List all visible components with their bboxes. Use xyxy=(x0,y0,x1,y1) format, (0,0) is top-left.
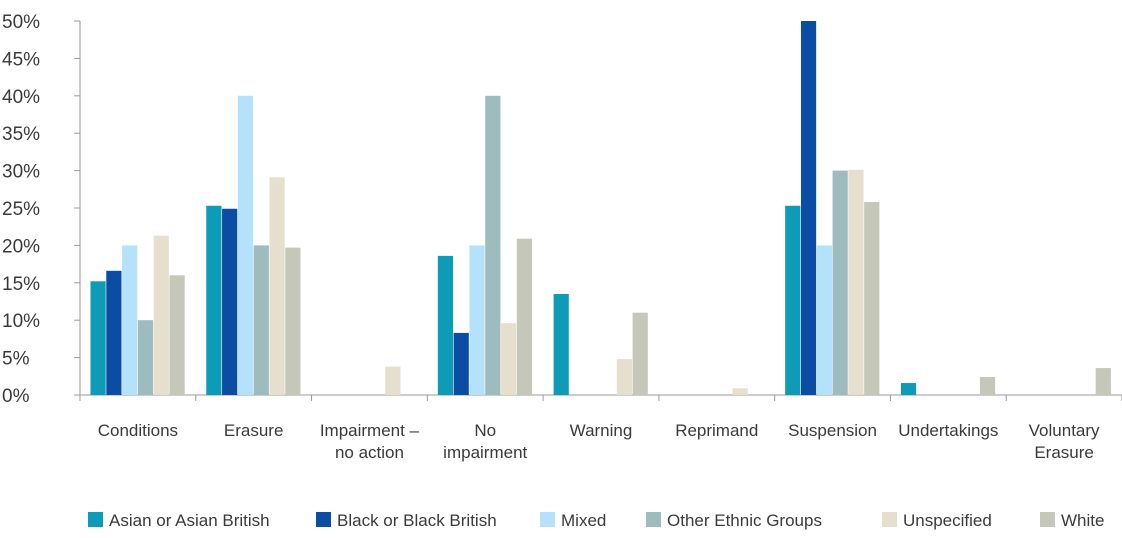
legend-item: Unspecified xyxy=(882,511,992,530)
bar xyxy=(453,332,469,395)
y-tick-label: 20% xyxy=(2,236,40,257)
category-label: Warning xyxy=(570,421,633,440)
category-label: Impairment – xyxy=(320,421,420,440)
bar xyxy=(485,95,501,396)
legend-item: Asian or Asian British xyxy=(88,511,270,530)
category-label: no action xyxy=(335,443,404,462)
bar xyxy=(979,377,996,395)
category-label: No xyxy=(474,421,496,440)
category-label: Reprimand xyxy=(675,421,758,440)
bar xyxy=(222,208,238,395)
legend-swatch xyxy=(882,512,897,527)
legend-swatch xyxy=(540,512,555,527)
category-label: Conditions xyxy=(98,421,178,440)
bar xyxy=(864,202,880,395)
bar xyxy=(469,245,485,395)
y-tick-label: 0% xyxy=(2,386,30,407)
bar xyxy=(785,205,801,395)
legend-item: Mixed xyxy=(540,511,606,530)
category-label: Erasure xyxy=(1034,443,1094,462)
legend-label: Other Ethnic Groups xyxy=(667,511,822,530)
bar xyxy=(816,245,832,395)
y-tick-label: 45% xyxy=(2,49,40,70)
legend: Asian or Asian British Black or Black Bri… xyxy=(88,511,1104,530)
legend-label: Black or Black British xyxy=(337,511,497,530)
y-tick-label: 30% xyxy=(2,162,40,183)
legend-label: Mixed xyxy=(561,511,606,530)
bar xyxy=(553,294,569,395)
bar xyxy=(437,255,454,395)
category-label: Erasure xyxy=(224,421,284,440)
bar xyxy=(1095,368,1111,395)
legend-swatch xyxy=(646,512,661,527)
bar xyxy=(616,359,632,395)
bar xyxy=(848,169,864,395)
bar xyxy=(269,177,285,395)
legend-swatch xyxy=(316,512,331,527)
legend-label: White xyxy=(1061,511,1104,530)
y-tick-label: 5% xyxy=(2,349,30,370)
bar xyxy=(501,323,517,395)
bar xyxy=(122,245,138,395)
bar xyxy=(832,170,848,395)
bar xyxy=(137,320,154,395)
bar xyxy=(106,270,122,395)
bars xyxy=(90,21,1111,396)
y-tick-label: 50% xyxy=(2,12,40,33)
y-tick-label: 35% xyxy=(2,124,40,145)
y-tick-label: 25% xyxy=(2,199,40,220)
bar xyxy=(153,235,169,395)
y-axis: 0% 5% 10% 15% 20% 25% 30% 35% 40% 45% 50% xyxy=(2,12,81,407)
bar xyxy=(90,281,106,395)
legend-label: Unspecified xyxy=(903,511,992,530)
legend-item: Other Ethnic Groups xyxy=(646,511,822,530)
bar xyxy=(206,205,222,395)
category-label: Suspension xyxy=(788,421,877,440)
y-tick-label: 40% xyxy=(2,87,40,108)
bar xyxy=(800,21,817,395)
legend-item: Black or Black British xyxy=(316,511,497,530)
bar xyxy=(516,238,533,395)
legend-item: White xyxy=(1040,511,1104,530)
bar xyxy=(632,312,648,395)
bar xyxy=(237,95,254,396)
legend-swatch xyxy=(88,512,103,527)
bar xyxy=(169,275,185,395)
legend-swatch xyxy=(1040,512,1055,527)
x-axis: Conditions Erasure Impairment – no action No… xyxy=(79,394,1122,462)
category-label: Voluntary xyxy=(1029,421,1100,440)
legend-label: Asian or Asian British xyxy=(109,511,270,530)
category-label: Undertakings xyxy=(898,421,998,440)
bar xyxy=(253,245,269,395)
y-tick-label: 15% xyxy=(2,274,40,295)
bar xyxy=(900,383,917,395)
bar xyxy=(285,247,301,395)
y-tick-label: 10% xyxy=(2,311,40,332)
bar xyxy=(385,366,401,395)
bar xyxy=(732,388,748,395)
category-label: impairment xyxy=(443,443,527,462)
